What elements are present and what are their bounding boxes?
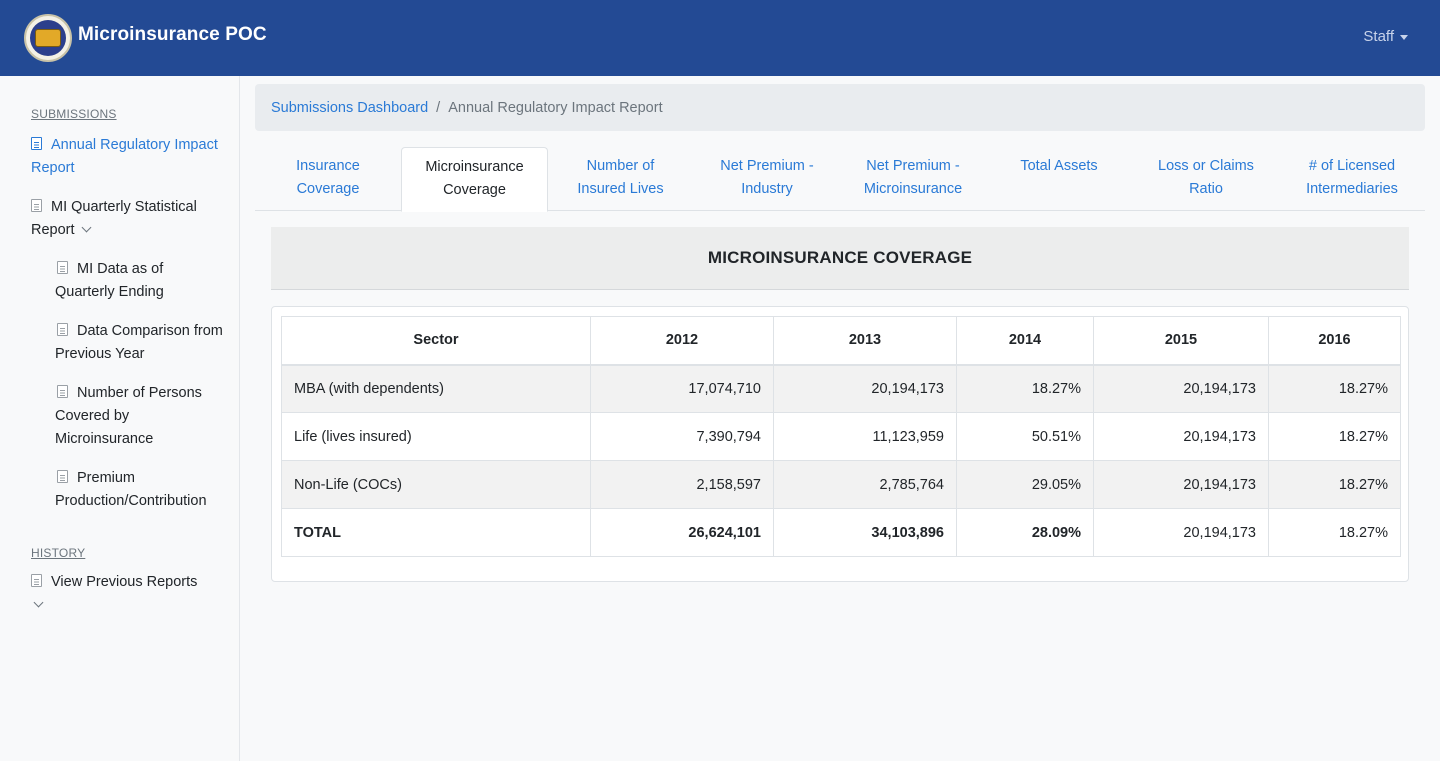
table-cell: 18.27% xyxy=(1268,412,1401,461)
sidebar-item-label: Premium Production/Contribution xyxy=(55,470,207,509)
sidebar-item-label: Annual Regulatory Impact Report xyxy=(31,137,218,176)
table-cell: 20,194,173 xyxy=(1093,364,1269,413)
sidebar-item-persons-covered[interactable]: Number of Persons Covered by Microinsura… xyxy=(55,382,225,451)
table-total-row: TOTAL 26,624,101 34,103,896 28.09% 20,19… xyxy=(281,508,1401,557)
table-cell: 11,123,959 xyxy=(773,412,957,461)
tab-total-assets[interactable]: Total Assets xyxy=(1020,158,1098,174)
table-cell: 18.27% xyxy=(1268,364,1401,413)
table-cell: 50.51% xyxy=(956,412,1094,461)
table-cell: 18.27% xyxy=(1268,508,1401,557)
table-cell: 18.27% xyxy=(956,364,1094,413)
table-cell: MBA (with dependents) xyxy=(281,364,591,413)
seal-logo-icon xyxy=(24,14,72,62)
table-cell: 2,785,764 xyxy=(773,460,957,509)
sidebar-item-label: View Previous Reports xyxy=(51,574,198,590)
tab-insurance-coverage[interactable]: Insurance Coverage xyxy=(296,158,360,197)
table-cell: 20,194,173 xyxy=(1093,508,1269,557)
sidebar-item-view-previous-reports[interactable]: View Previous Reports xyxy=(31,571,221,617)
table-cell: Non-Life (COCs) xyxy=(281,460,591,509)
breadcrumb-current: Annual Regulatory Impact Report xyxy=(448,99,663,116)
table-header-row: Sector 2012 2013 2014 2015 2016 xyxy=(281,316,1401,366)
tab-net-premium-microinsurance[interactable]: Net Premium - Microinsurance xyxy=(863,158,963,197)
table-cell: 26,624,101 xyxy=(590,508,774,557)
chevron-down-icon[interactable] xyxy=(33,597,44,608)
document-icon xyxy=(57,261,68,274)
table-cell: 18.27% xyxy=(1268,460,1401,509)
column-header: 2016 xyxy=(1268,316,1401,366)
column-header: Sector xyxy=(281,316,591,366)
tab-licensed-intermediaries[interactable]: # of Licensed Intermediaries xyxy=(1306,158,1398,197)
document-icon xyxy=(31,199,42,212)
sidebar-item-label: MI Data as of Quarterly Ending xyxy=(55,261,164,300)
user-menu-label: Staff xyxy=(1363,28,1394,45)
section-title: MICROINSURANCE COVERAGE xyxy=(271,227,1409,290)
column-header: 2014 xyxy=(956,316,1094,366)
document-icon xyxy=(57,385,68,398)
sidebar-item-label: Number of Persons Covered by Microinsura… xyxy=(55,385,202,447)
tab-net-premium-industry[interactable]: Net Premium - Industry xyxy=(720,158,814,197)
app-title[interactable]: Microinsurance POC xyxy=(78,24,267,45)
table-cell: 20,194,173 xyxy=(1093,460,1269,509)
table-cell: 7,390,794 xyxy=(590,412,774,461)
document-icon xyxy=(31,137,42,150)
breadcrumb-separator: / xyxy=(436,99,441,116)
sidebar-item-quarterly-report[interactable]: MI Quarterly Statistical Report xyxy=(31,196,221,242)
report-tabs: Insurance Coverage Microinsurance Covera… xyxy=(255,147,1425,212)
caret-down-icon xyxy=(1400,34,1408,40)
table-cell: 20,194,173 xyxy=(773,364,957,413)
table-cell: 34,103,896 xyxy=(773,508,957,557)
table-cell: TOTAL xyxy=(281,508,591,557)
sidebar: SUBMISSIONS Annual Regulatory Impact Rep… xyxy=(0,76,240,761)
sidebar-heading-submissions: SUBMISSIONS xyxy=(31,107,117,121)
sidebar-item-premium-production[interactable]: Premium Production/Contribution xyxy=(55,467,225,513)
sidebar-item-annual-report[interactable]: Annual Regulatory Impact Report xyxy=(31,134,221,180)
coverage-table: Sector 2012 2013 2014 2015 2016 MBA (wit… xyxy=(281,316,1401,557)
coverage-table-card: Sector 2012 2013 2014 2015 2016 MBA (wit… xyxy=(271,306,1409,582)
sidebar-heading-history: HISTORY xyxy=(31,546,86,560)
table-row: MBA (with dependents) 17,074,710 20,194,… xyxy=(281,364,1401,413)
column-header: 2013 xyxy=(773,316,957,366)
chevron-down-icon[interactable] xyxy=(81,222,91,233)
sidebar-item-data-comparison[interactable]: Data Comparison from Previous Year xyxy=(55,320,225,366)
breadcrumb-link-dashboard[interactable]: Submissions Dashboard xyxy=(271,99,429,116)
table-row: Life (lives insured) 7,390,794 11,123,95… xyxy=(281,412,1401,461)
table-cell: 28.09% xyxy=(956,508,1094,557)
top-navbar: Microinsurance POC Staff xyxy=(0,0,1440,76)
table-cell: 20,194,173 xyxy=(1093,412,1269,461)
column-header: 2015 xyxy=(1093,316,1269,366)
tab-number-of-insured-lives[interactable]: Number of Insured Lives xyxy=(577,158,664,197)
document-icon xyxy=(57,323,68,336)
tab-microinsurance-coverage[interactable]: Microinsurance Coverage xyxy=(401,147,548,212)
table-cell: 29.05% xyxy=(956,460,1094,509)
document-icon xyxy=(57,470,68,483)
tab-loss-claims-ratio[interactable]: Loss or Claims Ratio xyxy=(1158,158,1254,197)
column-header: 2012 xyxy=(590,316,774,366)
breadcrumb: Submissions Dashboard / Annual Regulator… xyxy=(255,84,1425,131)
document-icon xyxy=(31,574,42,587)
sidebar-item-label: Data Comparison from Previous Year xyxy=(55,323,223,362)
table-cell: Life (lives insured) xyxy=(281,412,591,461)
table-cell: 17,074,710 xyxy=(590,364,774,413)
user-menu-dropdown[interactable]: Staff xyxy=(1363,28,1408,45)
table-cell: 2,158,597 xyxy=(590,460,774,509)
sidebar-item-mi-data[interactable]: MI Data as of Quarterly Ending xyxy=(55,258,225,304)
sidebar-item-label: MI Quarterly Statistical Report xyxy=(31,199,197,238)
table-row: Non-Life (COCs) 2,158,597 2,785,764 29.0… xyxy=(281,460,1401,509)
